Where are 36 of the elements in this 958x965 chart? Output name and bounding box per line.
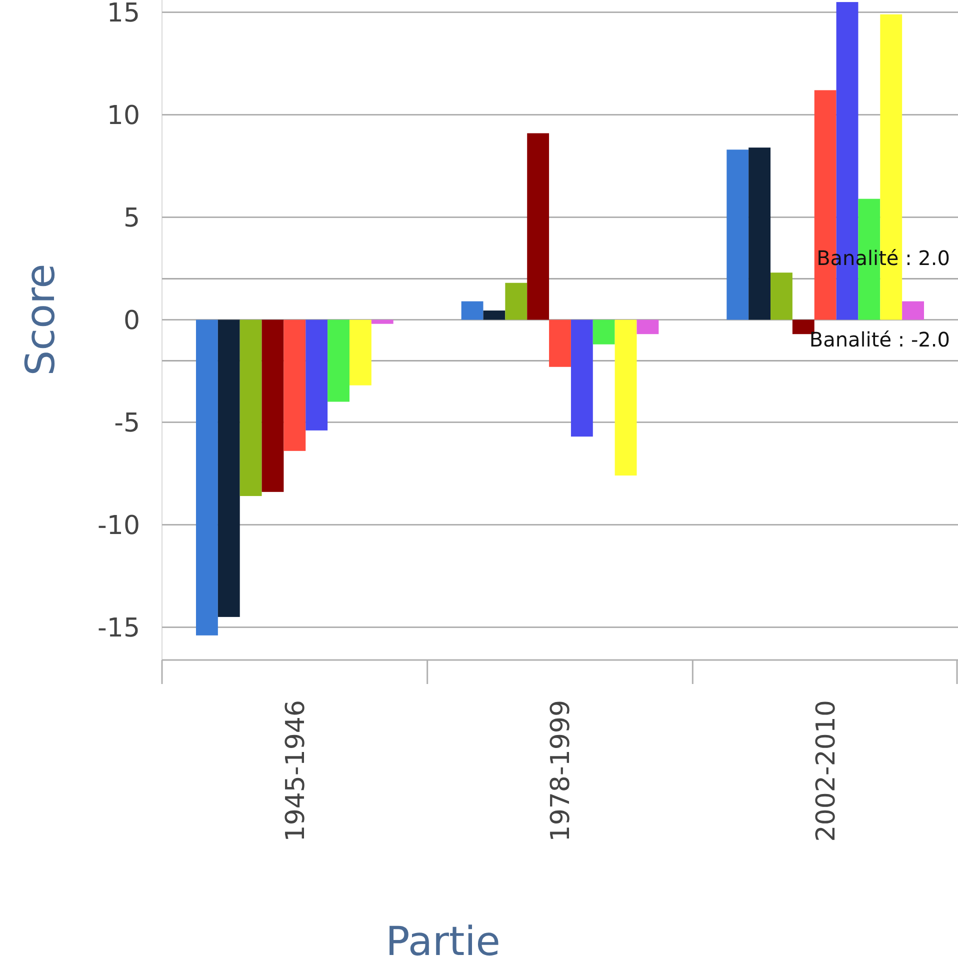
bar — [614, 320, 637, 476]
x-tick-label: 1945-1946 — [280, 700, 311, 842]
bar — [726, 150, 749, 320]
y-tick-label: 5 — [123, 203, 140, 234]
bar — [306, 320, 328, 430]
bar — [770, 272, 792, 320]
bar — [218, 320, 240, 617]
y-tick-label: -15 — [98, 613, 140, 644]
bar — [748, 148, 771, 320]
y-tick-label: 15 — [106, 0, 140, 28]
bar — [570, 320, 593, 437]
ref-line-label: Banalité : -2.0 — [809, 328, 950, 352]
bar — [549, 320, 571, 367]
bar — [592, 320, 615, 344]
y-tick-label: -10 — [98, 510, 140, 541]
bar — [328, 320, 350, 402]
bar — [240, 320, 262, 496]
bar — [636, 320, 659, 334]
y-tick-label: 0 — [123, 306, 140, 336]
bar — [371, 320, 394, 324]
bar — [902, 301, 924, 320]
bar — [527, 133, 550, 320]
bar — [196, 320, 218, 636]
ref-line-label: Banalité : 2.0 — [816, 246, 950, 270]
x-tick-label: 2002-2010 — [811, 700, 842, 842]
y-tick-label: 10 — [106, 100, 140, 131]
bar — [262, 320, 284, 492]
x-axis-title: Partie — [386, 919, 500, 965]
bar — [483, 310, 506, 320]
y-axis-title: Score — [18, 264, 64, 376]
bar — [505, 282, 528, 320]
bar — [349, 320, 372, 386]
bar — [284, 320, 306, 451]
y-tick-label: -5 — [114, 408, 140, 438]
bar — [461, 301, 484, 320]
x-tick-label: 1978-1999 — [546, 700, 576, 842]
